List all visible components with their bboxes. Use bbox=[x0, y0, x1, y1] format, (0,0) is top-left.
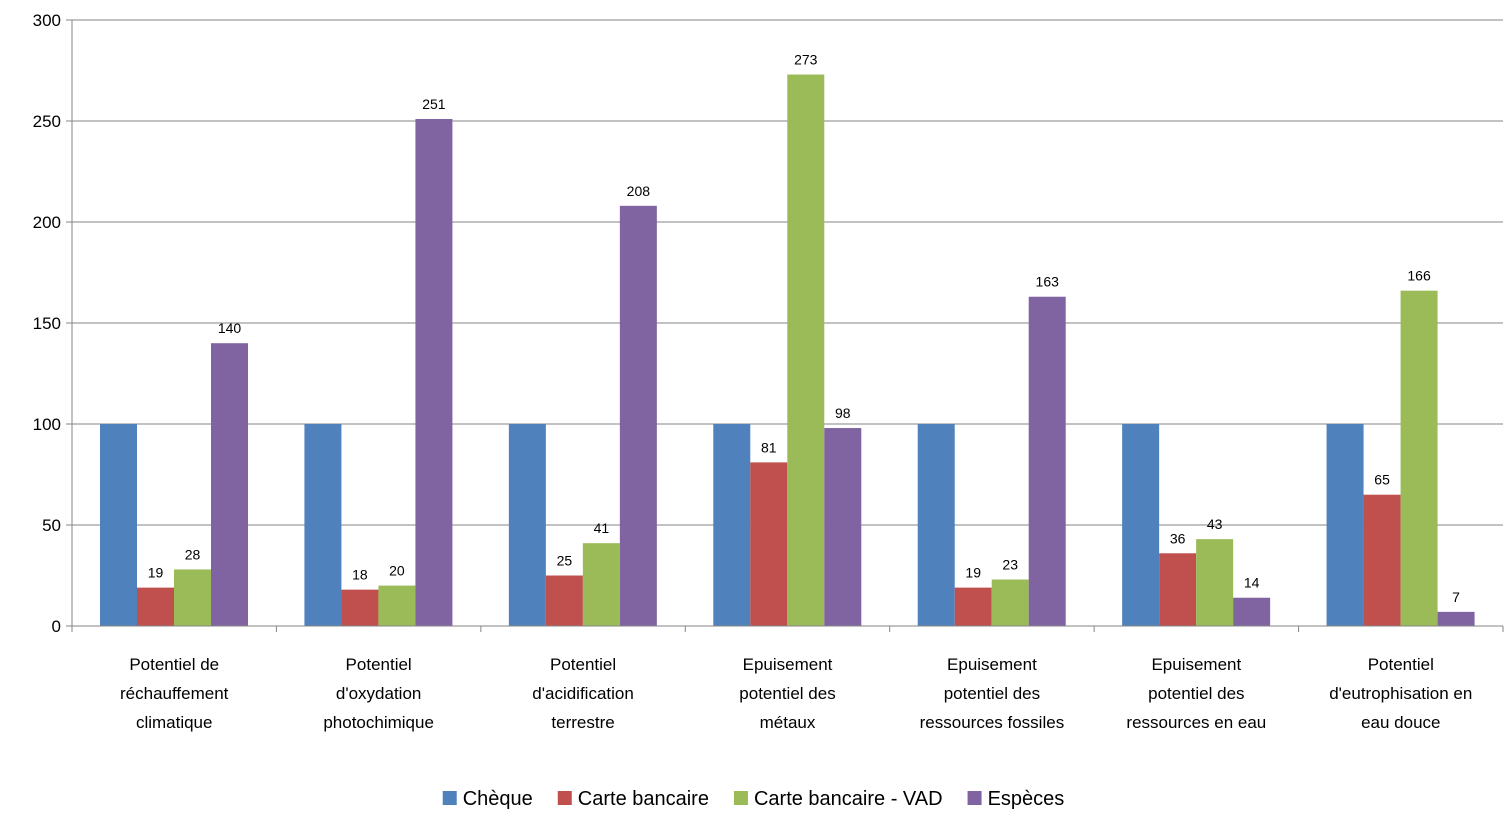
x-tick-label: photochimique bbox=[323, 713, 434, 732]
bar bbox=[991, 579, 1029, 626]
x-tick-label: Epuisement bbox=[1151, 655, 1241, 674]
data-label: 25 bbox=[557, 553, 573, 569]
bar bbox=[713, 424, 751, 626]
bar bbox=[1122, 424, 1160, 626]
data-label: 251 bbox=[422, 96, 446, 112]
data-label: 81 bbox=[761, 439, 777, 455]
bar bbox=[917, 424, 955, 626]
bar bbox=[750, 462, 788, 626]
data-label: 166 bbox=[1407, 268, 1431, 284]
bar bbox=[954, 587, 992, 626]
data-label: 273 bbox=[794, 52, 818, 68]
bar bbox=[619, 205, 657, 626]
x-tick-label: potentiel des bbox=[1148, 684, 1244, 703]
bar bbox=[100, 424, 137, 626]
x-tick-label: d'eutrophisation en bbox=[1329, 684, 1472, 703]
data-label: 208 bbox=[627, 183, 651, 199]
legend-swatch bbox=[557, 791, 572, 805]
bar bbox=[137, 587, 174, 626]
bar bbox=[211, 343, 248, 626]
data-label: 36 bbox=[1170, 530, 1186, 546]
y-tick-label: 100 bbox=[33, 415, 61, 434]
data-label: 18 bbox=[352, 567, 368, 583]
y-tick-label: 0 bbox=[52, 617, 61, 636]
x-tick-label: Potentiel bbox=[346, 655, 412, 674]
x-tick-label: Potentiel bbox=[1368, 655, 1434, 674]
data-label: 43 bbox=[1207, 516, 1223, 532]
bar bbox=[1363, 494, 1401, 626]
x-tick-label: métaux bbox=[760, 713, 816, 732]
bar bbox=[508, 424, 546, 626]
data-label: 7 bbox=[1452, 589, 1460, 605]
data-labels: 19 28 140 18 20 251 25 41 208 81 273 98 19 23 163 36 43 1… bbox=[148, 52, 1460, 605]
x-tick-label: potentiel des bbox=[944, 684, 1040, 703]
data-label: 163 bbox=[1036, 274, 1060, 290]
bar bbox=[1326, 424, 1364, 626]
legend-label: Chèque bbox=[463, 788, 533, 810]
legend-swatch bbox=[733, 791, 748, 805]
data-label: 28 bbox=[185, 546, 201, 562]
bar bbox=[341, 589, 379, 626]
data-label: 14 bbox=[1244, 575, 1260, 591]
bar bbox=[174, 569, 211, 626]
legend: Chèque Carte bancaire Carte bancaire - VAD… bbox=[442, 788, 1065, 810]
legend-item: Chèque bbox=[442, 788, 533, 810]
data-label: 23 bbox=[1002, 557, 1018, 573]
data-label: 41 bbox=[594, 520, 610, 536]
x-tick-label: ressources fossiles bbox=[920, 713, 1065, 732]
bars bbox=[100, 74, 1475, 627]
y-tick-label: 250 bbox=[33, 112, 61, 131]
x-tick-label: Potentiel de bbox=[129, 655, 219, 674]
y-tick-label: 200 bbox=[33, 213, 61, 232]
data-label: 20 bbox=[389, 563, 405, 579]
x-tick-label: eau douce bbox=[1361, 713, 1440, 732]
legend-label: Carte bancaire bbox=[578, 788, 709, 810]
bar bbox=[1233, 597, 1271, 626]
data-label: 140 bbox=[218, 320, 242, 336]
x-tick-label: Epuisement bbox=[743, 655, 833, 674]
y-tick-label: 300 bbox=[33, 11, 61, 30]
x-tick-label: potentiel des bbox=[739, 684, 835, 703]
data-label: 98 bbox=[835, 405, 851, 421]
bar bbox=[1437, 611, 1475, 626]
bar bbox=[1159, 553, 1197, 626]
bar bbox=[1028, 296, 1066, 626]
x-tick-label: ressources en eau bbox=[1126, 713, 1266, 732]
bar bbox=[1400, 290, 1438, 626]
bar bbox=[582, 543, 620, 626]
legend-swatch bbox=[967, 791, 982, 805]
data-label: 19 bbox=[965, 565, 981, 581]
axes: 0 50 100 150 200 250 300 Potentiel de réchauffem… bbox=[33, 11, 1504, 732]
x-tick-label: terrestre bbox=[551, 713, 614, 732]
bar bbox=[824, 428, 862, 626]
x-tick-label: d'oxydation bbox=[336, 684, 421, 703]
y-tick-label: 150 bbox=[33, 314, 61, 333]
bar bbox=[378, 585, 416, 626]
x-tick-label: Potentiel bbox=[550, 655, 616, 674]
data-label: 65 bbox=[1374, 472, 1390, 488]
data-label: 19 bbox=[148, 565, 164, 581]
bar bbox=[1196, 539, 1234, 626]
legend-label: Espèces bbox=[988, 788, 1065, 810]
y-tick-label: 50 bbox=[42, 516, 61, 535]
legend-swatch bbox=[442, 791, 457, 805]
x-tick-label: climatique bbox=[136, 713, 213, 732]
bar bbox=[787, 74, 825, 627]
legend-label: Carte bancaire - VAD bbox=[754, 788, 943, 810]
bar bbox=[545, 575, 583, 626]
x-tick-label: réchauffement bbox=[120, 684, 229, 703]
x-tick-label: d'acidification bbox=[532, 684, 634, 703]
legend-item: Carte bancaire bbox=[557, 788, 709, 810]
legend-item: Carte bancaire - VAD bbox=[733, 788, 943, 810]
bar bbox=[304, 424, 342, 626]
x-tick-label: Epuisement bbox=[947, 655, 1037, 674]
legend-item: Espèces bbox=[967, 788, 1065, 810]
bar bbox=[415, 118, 453, 626]
